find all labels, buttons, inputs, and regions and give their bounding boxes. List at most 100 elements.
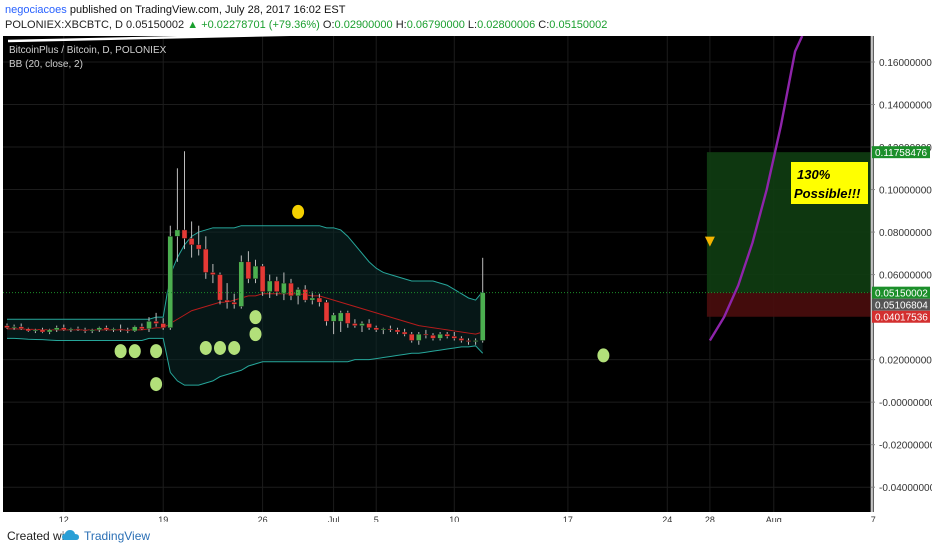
candle-down bbox=[451, 336, 457, 339]
candle-down bbox=[39, 329, 46, 333]
x-tick-label: 17 bbox=[563, 515, 573, 522]
candle-down bbox=[401, 331, 408, 335]
candle-up bbox=[437, 333, 443, 339]
tradingview-logo[interactable]: TradingView bbox=[84, 529, 151, 543]
candle-up bbox=[11, 326, 17, 328]
candle-down bbox=[117, 328, 124, 331]
candle-down bbox=[394, 329, 401, 333]
candle-down bbox=[82, 329, 88, 332]
price-label-text: 0.05150002 bbox=[875, 289, 928, 300]
candle-down bbox=[195, 244, 202, 250]
candle-up bbox=[295, 289, 301, 297]
candle-up bbox=[480, 292, 486, 341]
buy-signal-dot bbox=[249, 310, 262, 325]
y-tick-label: 0.06000000 bbox=[879, 271, 932, 282]
candle-up bbox=[380, 328, 386, 331]
time-axis[interactable]: 12 19 26 Jul 5 10 17 24 28 Aug 7 bbox=[59, 515, 876, 522]
open-value: 0.02900000 bbox=[334, 19, 393, 31]
price-label-text: 0.04017536 bbox=[875, 313, 928, 324]
x-tick-label: 12 bbox=[59, 515, 69, 522]
price-label-text: 0.05106804 bbox=[875, 301, 928, 312]
profit-note: 130% Possible!!! bbox=[791, 162, 868, 204]
candle-down bbox=[316, 297, 323, 303]
candle-up bbox=[46, 329, 53, 333]
price-chart[interactable]: 130% Possible!!! BitcoinPlus / Bitcoin, … bbox=[0, 36, 932, 522]
candle-up bbox=[167, 236, 174, 328]
candle-down bbox=[274, 280, 280, 292]
candle-up bbox=[309, 297, 315, 301]
price-label-text: 0.11758476 bbox=[875, 148, 928, 159]
candle-down bbox=[139, 326, 145, 330]
tradingview-cloud-icon bbox=[62, 530, 79, 540]
candle-up bbox=[238, 261, 245, 307]
candle-up bbox=[472, 340, 479, 342]
candle-down bbox=[288, 282, 294, 297]
x-tick-label: 10 bbox=[449, 515, 459, 522]
candle-up bbox=[281, 282, 287, 294]
candle-up bbox=[110, 328, 117, 331]
candle-down bbox=[465, 340, 472, 342]
x-tick-label: 28 bbox=[705, 515, 715, 522]
last-price: 0.05150002 bbox=[126, 19, 185, 31]
x-tick-label: 7 bbox=[871, 515, 876, 522]
x-tick-label: 24 bbox=[662, 515, 672, 522]
buy-signal-dot bbox=[249, 327, 262, 342]
stop-zone[interactable] bbox=[706, 292, 871, 317]
candle-up bbox=[338, 312, 344, 322]
price-axis[interactable]: 0.160000000.140000000.120000000.10000000… bbox=[870, 36, 932, 512]
candle-down bbox=[423, 333, 429, 336]
y-tick-label: 0.08000000 bbox=[879, 228, 932, 239]
candle-down bbox=[302, 289, 308, 301]
candle-down bbox=[181, 229, 188, 239]
entry-arrow-icon bbox=[704, 236, 715, 247]
candle-down bbox=[61, 327, 67, 331]
x-tick-label: Aug bbox=[766, 515, 782, 522]
publish-info: negociacoes published on TradingView.com… bbox=[5, 4, 345, 16]
candle-down bbox=[409, 333, 415, 341]
author-link[interactable]: negociacoes bbox=[5, 4, 67, 16]
candle-down bbox=[25, 328, 31, 332]
candle-up bbox=[359, 323, 365, 326]
close-value: 0.05150002 bbox=[549, 19, 608, 31]
legend-title: BitcoinPlus / Bitcoin, D, POLONIEX bbox=[9, 45, 167, 56]
candle-down bbox=[75, 328, 81, 331]
candle-down bbox=[366, 323, 372, 328]
candle-down bbox=[224, 299, 230, 303]
candle-down bbox=[160, 323, 166, 328]
open-label: O: bbox=[322, 19, 335, 31]
candle-up bbox=[416, 333, 422, 341]
candle-down bbox=[210, 272, 216, 275]
price-label-box bbox=[872, 310, 930, 323]
created-with-label: Created with bbox=[7, 529, 75, 543]
legend-indicator: BB (20, close, 2) bbox=[9, 59, 83, 70]
candle-down bbox=[387, 328, 394, 331]
buy-signal-dot bbox=[199, 340, 212, 355]
candle-down bbox=[217, 274, 223, 301]
candle-up bbox=[146, 321, 152, 330]
candle-down bbox=[103, 327, 110, 331]
change-value: +0.02278701 (+79.36%) bbox=[201, 19, 320, 31]
ohlc-bar: POLONIEX:XBCBTC, D 0.05150002 ▲ +0.02278… bbox=[5, 19, 607, 31]
candle-up bbox=[252, 265, 259, 280]
buy-signal-dot bbox=[150, 377, 163, 392]
note-box bbox=[791, 162, 868, 204]
candle-up bbox=[32, 329, 39, 332]
candle-down bbox=[231, 302, 237, 305]
candle-up bbox=[96, 327, 103, 331]
candle-down bbox=[153, 321, 159, 324]
close-label: C: bbox=[538, 19, 550, 31]
drawn-trend-line bbox=[7, 36, 291, 43]
y-tick-label: 0.10000000 bbox=[879, 186, 932, 197]
x-tick-label: 19 bbox=[158, 515, 168, 522]
price-label-box bbox=[872, 146, 930, 159]
y-tick-label: -0.00000000 bbox=[879, 398, 932, 409]
buy-signal-dot bbox=[114, 344, 127, 359]
buy-signal-dot bbox=[214, 340, 226, 355]
candle-up bbox=[267, 280, 273, 292]
candle-down bbox=[345, 312, 351, 324]
bb-upper-line bbox=[7, 225, 484, 320]
candle-down bbox=[259, 265, 266, 292]
candle-down bbox=[4, 325, 10, 328]
bb-fill bbox=[7, 225, 483, 386]
